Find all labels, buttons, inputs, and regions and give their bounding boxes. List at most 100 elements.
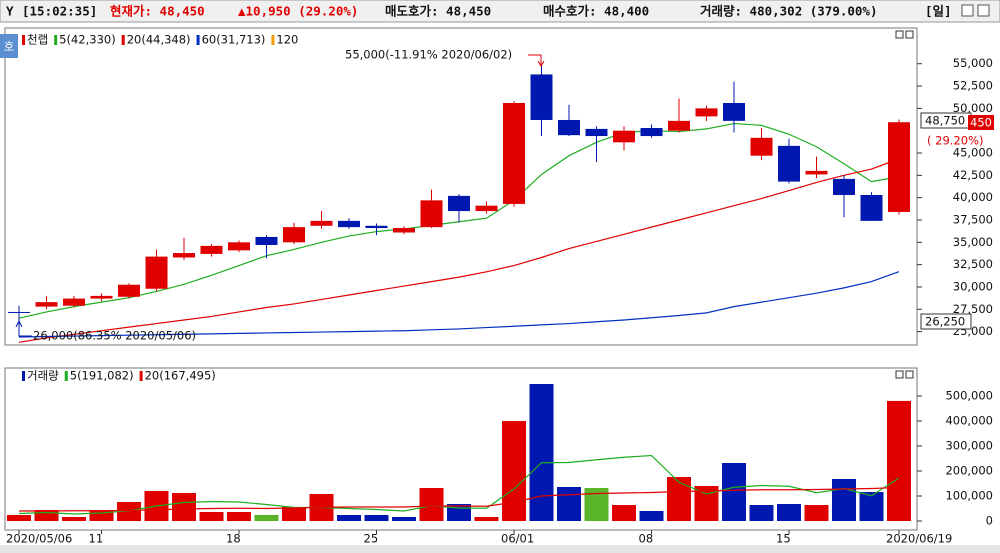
panel-button[interactable] xyxy=(895,30,904,39)
volume-bar xyxy=(832,479,856,521)
legend-marker xyxy=(196,35,200,45)
candle-body xyxy=(558,119,580,136)
time: [15:02:35] xyxy=(22,4,97,19)
candle-body xyxy=(283,227,305,243)
legend-marker xyxy=(22,35,25,45)
restore-button[interactable] xyxy=(961,4,974,17)
candle-body xyxy=(668,120,690,131)
candle-body xyxy=(833,178,855,195)
volume-bar xyxy=(117,502,141,521)
volume-bar xyxy=(172,493,196,521)
legend-marker xyxy=(22,371,25,381)
y-tick-label: 55,000 xyxy=(953,56,993,70)
x-tick-label: 11 xyxy=(89,532,104,546)
y-tick-label: 300,000 xyxy=(945,439,993,453)
y-tick-label: 100,000 xyxy=(945,489,993,503)
price-label: 450 xyxy=(970,116,992,130)
candle-body xyxy=(365,225,388,229)
legend-label: 5(191,082) xyxy=(70,369,134,383)
legend-label: 120 xyxy=(276,33,298,47)
volume-bar xyxy=(34,510,59,521)
side-tab[interactable] xyxy=(0,34,18,58)
annotation: 26,000(86.35% 2020/05/06) xyxy=(33,329,196,343)
volume-bar xyxy=(282,507,306,521)
y-tick-label: 400,000 xyxy=(945,414,993,428)
y-tick-label: 27,500 xyxy=(953,302,993,316)
volume-bar xyxy=(529,384,554,521)
bid-price: 매수호가: 48,400 xyxy=(543,4,649,19)
legend-marker xyxy=(139,371,143,381)
price-label: ( 29.20%) xyxy=(927,134,983,148)
candle-body xyxy=(63,298,85,306)
candle-body xyxy=(200,245,223,254)
current-price: 현재가: 48,450 xyxy=(110,4,205,19)
y-tick-label: 200,000 xyxy=(945,464,993,478)
legend-label: 60(31,713) xyxy=(202,33,266,47)
y-tick-label: 40,000 xyxy=(953,190,993,204)
volume-bar xyxy=(612,505,636,521)
scroll-strip xyxy=(0,545,1000,553)
candle-body xyxy=(613,130,635,143)
panel-button[interactable] xyxy=(905,30,914,39)
y-tick-label: 0 xyxy=(986,514,993,528)
y-tick-label: 30,000 xyxy=(953,279,993,293)
panel-button[interactable] xyxy=(905,370,914,379)
volume-bar xyxy=(254,515,279,521)
candle-body xyxy=(750,137,773,156)
volume-bar xyxy=(227,512,251,521)
status-bar xyxy=(0,0,1000,23)
candle-body xyxy=(503,103,525,204)
candle-body xyxy=(475,205,498,212)
moving-average xyxy=(18,158,900,343)
moving-average xyxy=(19,486,900,512)
y-tick-label: 500,000 xyxy=(945,389,993,403)
ask-price: 매도호가: 48,450 xyxy=(385,4,491,19)
close-button[interactable] xyxy=(977,4,990,17)
candle-body xyxy=(145,256,168,289)
y-tick-label: 32,500 xyxy=(953,257,993,271)
x-tick-label: 2020/05/06 xyxy=(6,532,72,546)
price-label: 26,250 xyxy=(925,315,965,329)
candle-body xyxy=(90,295,113,299)
price-box xyxy=(968,115,994,130)
candle-body xyxy=(393,228,415,233)
volume-bar xyxy=(474,517,499,521)
candle-body xyxy=(805,170,828,175)
legend-marker xyxy=(121,35,125,45)
legend-label: 20(167,495) xyxy=(145,369,216,383)
x-tick-label: 06/01 xyxy=(501,532,534,546)
legend-label: 20(44,348) xyxy=(127,33,191,47)
candle-body xyxy=(173,253,195,258)
volume-bar xyxy=(419,488,444,521)
side-tab-label: 호 xyxy=(4,40,15,54)
candle-body xyxy=(530,74,553,120)
volume-bar xyxy=(337,515,361,521)
period-button[interactable]: [일] xyxy=(925,4,952,19)
x-tick-label: 25 xyxy=(364,532,379,546)
x-tick-label: 18 xyxy=(226,532,241,546)
y-tick-label: 52,500 xyxy=(953,79,993,93)
annotation: 55,000(-11.91% 2020/06/02) xyxy=(345,48,512,62)
x-tick-label: 15 xyxy=(776,532,791,546)
volume-info: 거래량: 480,302 (379.00%) xyxy=(700,4,878,19)
volume-bar xyxy=(667,477,691,521)
candle-body xyxy=(35,302,58,307)
moving-average xyxy=(18,454,900,515)
icon: Y xyxy=(6,4,14,19)
volume-bar xyxy=(199,512,224,521)
y-tick-label: 37,500 xyxy=(953,212,993,226)
legend-label: 천랩 xyxy=(27,33,48,47)
x-tick-label: 2020/06/19 xyxy=(886,532,952,546)
price-panel xyxy=(4,27,918,346)
panel-button[interactable] xyxy=(895,370,904,379)
moving-average xyxy=(18,271,900,338)
volume-bar xyxy=(557,487,581,521)
legend-label: 5(42,330) xyxy=(59,33,116,47)
candle-body xyxy=(723,103,745,121)
candle-body xyxy=(310,220,333,226)
candle-body xyxy=(860,194,883,221)
volume-bar xyxy=(7,515,31,521)
volume-bar xyxy=(749,505,774,521)
volume-bar xyxy=(639,511,664,521)
